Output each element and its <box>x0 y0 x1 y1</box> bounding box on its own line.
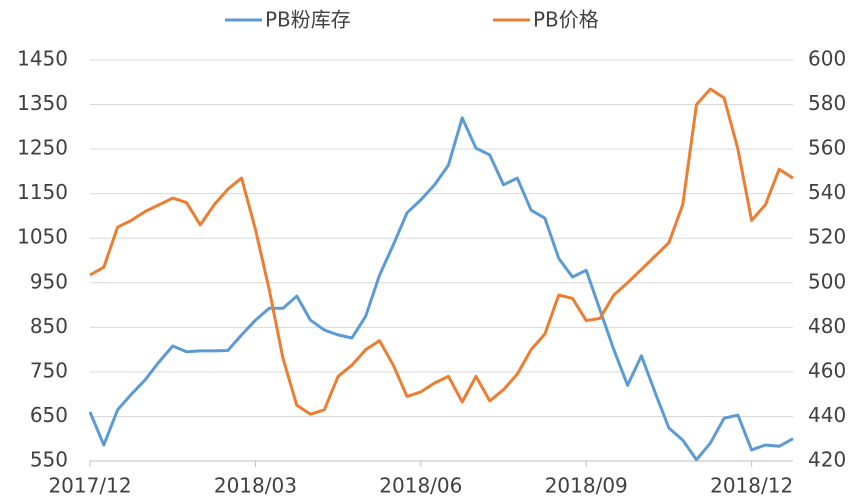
y-tick-label: 850 <box>30 314 68 338</box>
series-line <box>88 116 794 462</box>
y2-tick-label: 500 <box>808 269 846 293</box>
y2-tick-label: 580 <box>808 91 846 115</box>
y2-tick-label: 600 <box>808 47 846 71</box>
y-tick-label: 1350 <box>17 91 68 115</box>
y-tick-label: 1250 <box>17 136 68 160</box>
y2-tick-label: 480 <box>808 314 846 338</box>
y2-tick-label: 460 <box>808 358 846 382</box>
y2-tick-label: 440 <box>808 403 846 427</box>
y2-tick-label: 560 <box>808 136 846 160</box>
legend-label: PB价格 <box>533 8 599 32</box>
y2-tick-label: 540 <box>808 180 846 204</box>
x-tick-label: 2018/12 <box>710 474 793 498</box>
y2-tick-label: 520 <box>808 225 846 249</box>
y2-tick-label: 420 <box>808 448 846 472</box>
legend-label: PB粉库存 <box>265 8 351 32</box>
y-tick-label: 950 <box>30 269 68 293</box>
y-tick-label: 1050 <box>17 225 68 249</box>
x-tick-label: 2017/12 <box>48 474 131 498</box>
y-tick-label: 1450 <box>17 47 68 71</box>
y-tick-label: 750 <box>30 358 68 382</box>
x-tick-label: 2018/03 <box>214 474 297 498</box>
y-tick-label: 1150 <box>17 180 68 204</box>
series-line <box>89 87 794 416</box>
y-tick-label: 550 <box>30 448 68 472</box>
x-tick-label: 2018/09 <box>545 474 628 498</box>
y-tick-label: 650 <box>30 403 68 427</box>
x-tick-label: 2018/06 <box>379 474 462 498</box>
